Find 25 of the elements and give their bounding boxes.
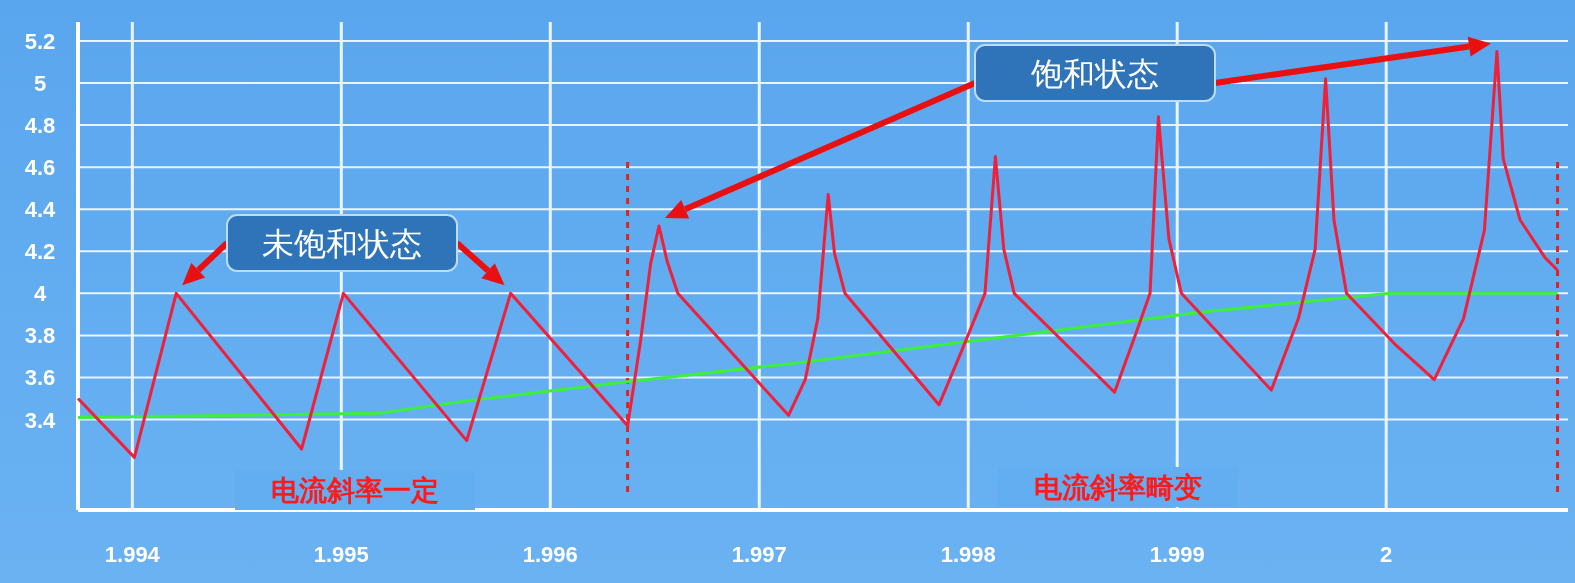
annotation: 未饱和状态: [226, 214, 458, 272]
annotation: 电流斜率一定: [235, 470, 475, 510]
annotation: 饱和状态: [974, 44, 1216, 102]
y-tick-label: 4: [33, 281, 47, 307]
annotation: 饱和状态: [1030, 56, 1159, 92]
y-tick-label: 5: [33, 71, 47, 96]
x-tick-label: 1.997: [731, 542, 787, 567]
annotation: 电流斜率畸变: [1034, 472, 1202, 503]
x-tick-label: 1.996: [522, 542, 578, 567]
y-tick-label: 4.2: [24, 239, 56, 265]
x-tick-label: 2: [1380, 542, 1393, 567]
y-tick-label: 4.4: [24, 197, 57, 223]
x-tick-label: 1.994: [104, 542, 161, 567]
x-tick-label: 1.998: [940, 542, 996, 567]
annotation: 未饱和状态: [262, 226, 422, 262]
y-tick-label: 4.8: [24, 113, 56, 139]
y-tick-label: 5.2: [24, 28, 56, 54]
y-tick-label: 3.8: [24, 323, 56, 349]
x-tick-label: 1.999: [1149, 542, 1205, 567]
y-tick-label: 4.6: [24, 155, 56, 181]
y-tick-label: 3.6: [24, 365, 56, 391]
y-tick-label: 3.4: [24, 407, 57, 433]
annotation: 电流斜率一定: [271, 475, 439, 506]
x-tick-label: 1.995: [313, 542, 369, 567]
annotation: 电流斜率畸变: [998, 467, 1238, 507]
